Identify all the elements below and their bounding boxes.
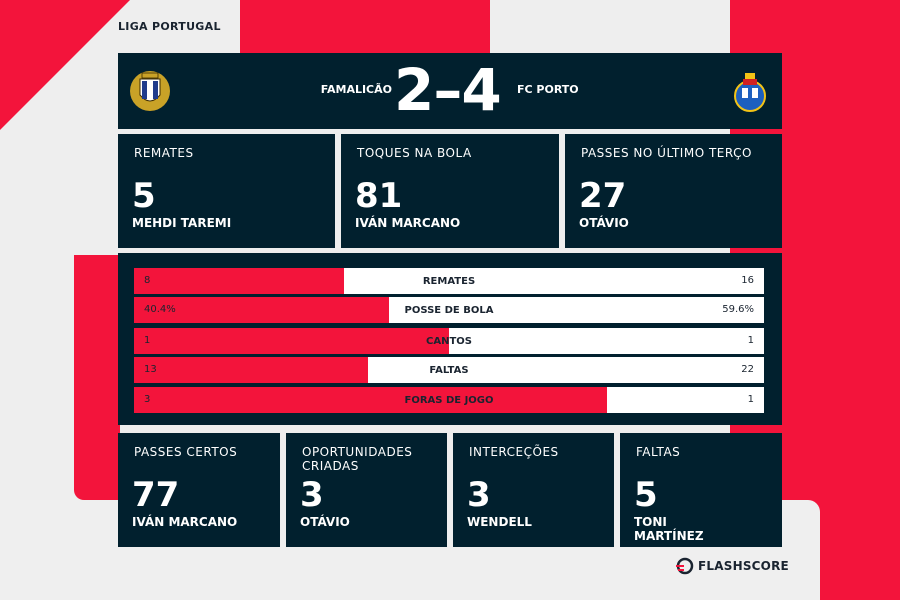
stat-row-possession: 40.4% POSSE DE BOLA 59.6% — [134, 297, 764, 323]
home-value: 1 — [144, 335, 151, 346]
stat-name: CANTOS — [426, 336, 472, 347]
bottom-stat-card-chances-created: OPORTUNIDADES CRIADAS 3 OTÁVIO — [286, 433, 447, 547]
flashscore-brand: FLASHSCORE — [676, 557, 789, 575]
home-value: 40.4% — [144, 304, 176, 315]
card-player: IVÁN MARCANO — [355, 216, 461, 230]
bottom-stat-card-accurate-passes: PASSES CERTOS 77 IVÁN MARCANO — [118, 433, 280, 547]
home-share-bar — [134, 268, 344, 294]
stat-row-fouls: 13 FALTAS 22 — [134, 357, 764, 383]
card-label: TOQUES NA BOLA — [357, 146, 472, 160]
card-player: WENDELL — [467, 515, 532, 529]
match-score: 2–4 — [394, 56, 502, 124]
stat-name: FALTAS — [429, 365, 469, 376]
team-stats-panel: 8 REMATES 16 40.4% POSSE DE BOLA 59.6% 1… — [118, 253, 782, 425]
card-label: FALTAS — [636, 445, 681, 459]
home-share-bar — [134, 297, 389, 323]
flashscore-logo-icon — [676, 557, 694, 575]
home-value: 3 — [144, 394, 151, 405]
top-stat-card-touches: TOQUES NA BOLA 81 IVÁN MARCANO — [341, 134, 559, 248]
stat-name: FORAS DE JOGO — [404, 395, 494, 406]
background-red-strip — [240, 0, 490, 55]
home-team-name: FAMALICÃO — [320, 83, 392, 96]
home-value: 13 — [144, 364, 157, 375]
background-red-triangle — [0, 0, 130, 130]
card-value: 5 — [634, 475, 658, 515]
card-player: OTÁVIO — [300, 515, 350, 529]
card-label: PASSES CERTOS — [134, 445, 238, 459]
card-label: OPORTUNIDADES CRIADAS — [302, 445, 413, 473]
card-value: 27 — [579, 176, 627, 216]
away-value: 22 — [741, 364, 754, 375]
card-value: 3 — [467, 475, 491, 515]
card-label: INTERCEÇÕES — [469, 445, 559, 459]
bottom-stat-card-interceptions: INTERCEÇÕES 3 WENDELL — [453, 433, 614, 547]
card-value: 3 — [300, 475, 324, 515]
card-player: OTÁVIO — [579, 216, 629, 230]
stat-name: REMATES — [422, 276, 476, 287]
card-player: MEHDI TAREMI — [132, 216, 232, 230]
away-value: 16 — [741, 275, 754, 286]
top-stat-card-shots: REMATES 5 MEHDI TAREMI — [118, 134, 335, 248]
stat-row-shots: 8 REMATES 16 — [134, 268, 764, 294]
home-share-bar — [134, 357, 368, 383]
home-share-bar — [134, 328, 449, 354]
away-team-name: FC PORTO — [517, 83, 579, 96]
away-value: 1 — [747, 335, 754, 346]
bottom-stat-card-fouls: FALTAS 5 TONI MARTÍNEZ — [620, 433, 782, 547]
away-value: 1 — [747, 394, 754, 405]
card-label: PASSES NO ÚLTIMO TERÇO — [581, 146, 752, 160]
scoreboard: FAMALICÃO 2–4 FC PORTO — [118, 53, 782, 129]
home-value: 8 — [144, 275, 151, 286]
famalicao-crest-icon — [130, 71, 170, 111]
fc-porto-crest-icon — [734, 73, 766, 112]
card-value: 81 — [355, 176, 403, 216]
card-value: 5 — [132, 176, 156, 216]
brand-name: FLASHSCORE — [698, 559, 789, 573]
stat-row-corners: 1 CANTOS 1 — [134, 328, 764, 354]
competition-title: LIGA PORTUGAL — [118, 20, 221, 33]
card-player: TONI MARTÍNEZ — [634, 515, 704, 543]
top-stat-card-final-third-passes: PASSES NO ÚLTIMO TERÇO 27 OTÁVIO — [565, 134, 782, 248]
background-red-side — [74, 255, 120, 500]
home-share-bar — [134, 387, 607, 413]
card-player: IVÁN MARCANO — [132, 515, 238, 529]
card-value: 77 — [132, 475, 180, 515]
stat-row-offsides: 3 FORAS DE JOGO 1 — [134, 387, 764, 413]
card-label: REMATES — [134, 146, 194, 160]
away-value: 59.6% — [722, 304, 754, 315]
stat-name: POSSE DE BOLA — [404, 305, 494, 316]
